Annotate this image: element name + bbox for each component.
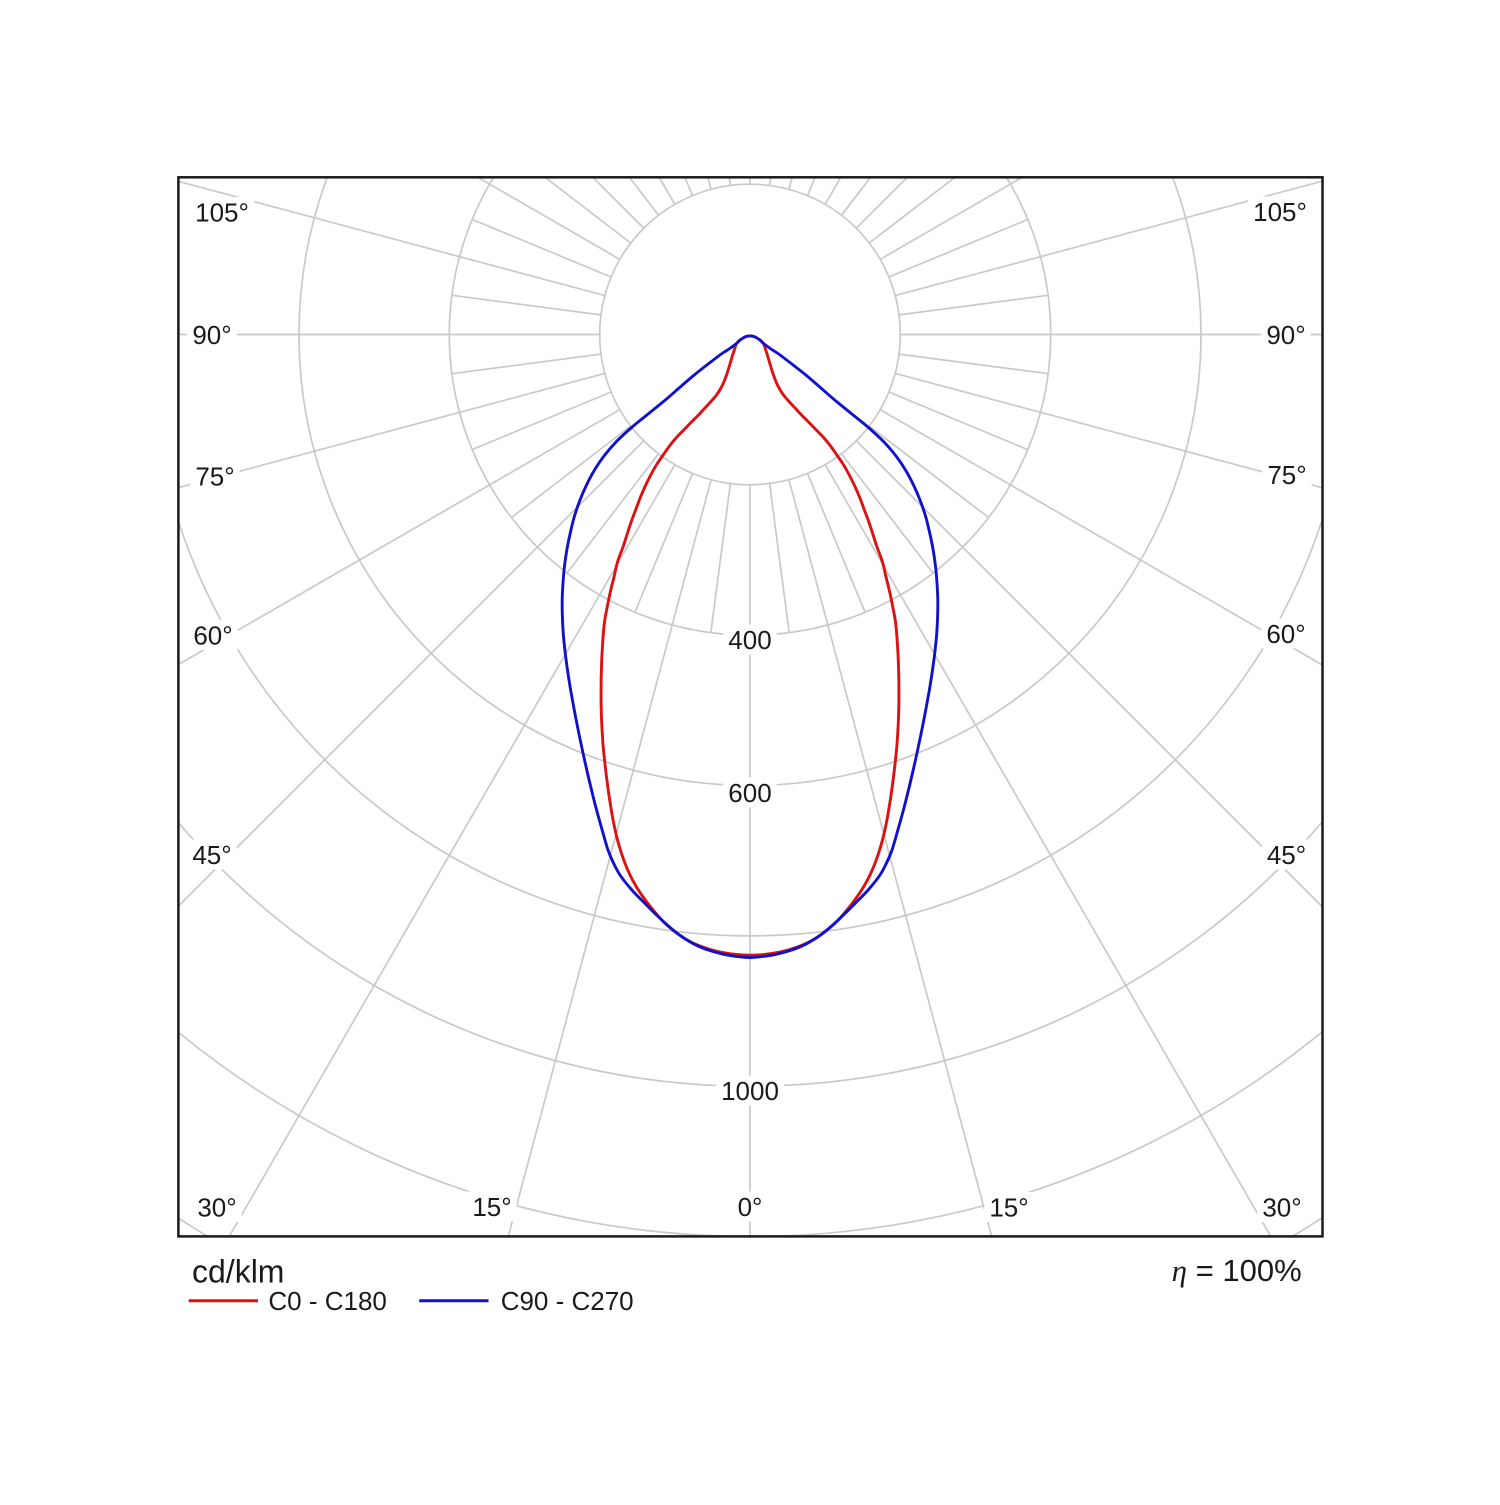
svg-text:0°: 0° — [738, 1192, 763, 1222]
svg-text:η = 100%: η = 100% — [1172, 1253, 1302, 1288]
svg-text:105°: 105° — [1253, 197, 1307, 227]
svg-text:60°: 60° — [193, 620, 232, 650]
svg-text:105°: 105° — [195, 197, 249, 227]
svg-text:cd/klm: cd/klm — [192, 1254, 284, 1290]
svg-text:90°: 90° — [1266, 320, 1305, 350]
svg-text:1000: 1000 — [721, 1076, 779, 1106]
svg-text:30°: 30° — [1262, 1192, 1301, 1222]
svg-text:60°: 60° — [1266, 619, 1305, 649]
svg-text:15°: 15° — [989, 1192, 1028, 1222]
svg-text:600: 600 — [728, 778, 771, 808]
svg-text:400: 400 — [728, 625, 771, 655]
svg-text:15°: 15° — [472, 1192, 511, 1222]
svg-text:45°: 45° — [192, 840, 231, 870]
svg-text:75°: 75° — [1267, 460, 1306, 490]
svg-text:C90 - C270: C90 - C270 — [501, 1286, 634, 1316]
svg-text:45°: 45° — [1267, 840, 1306, 870]
svg-text:30°: 30° — [197, 1192, 236, 1222]
svg-text:75°: 75° — [195, 461, 234, 491]
svg-text:90°: 90° — [192, 320, 231, 350]
svg-text:C0 - C180: C0 - C180 — [268, 1286, 387, 1316]
